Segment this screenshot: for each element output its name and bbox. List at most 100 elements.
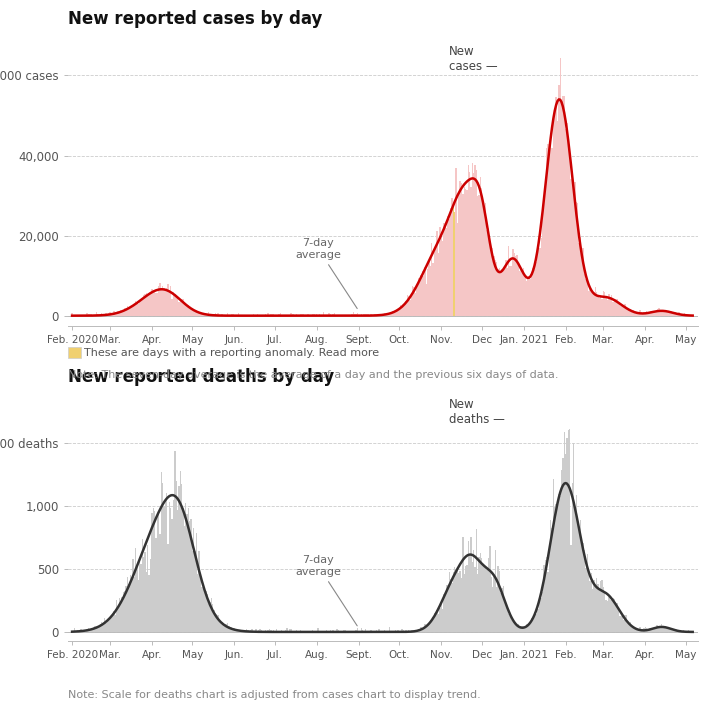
Bar — [453, 204, 454, 316]
Bar — [634, 311, 635, 316]
Bar — [614, 299, 615, 316]
Bar — [609, 600, 611, 632]
Bar — [87, 314, 89, 316]
Bar — [357, 627, 358, 632]
Bar — [72, 631, 73, 632]
Bar — [410, 631, 411, 632]
Bar — [186, 305, 188, 316]
Bar — [600, 295, 601, 316]
Bar — [334, 312, 335, 316]
Bar — [440, 233, 442, 316]
Bar — [604, 292, 606, 316]
Bar — [387, 314, 388, 316]
Bar — [483, 566, 484, 632]
Bar — [165, 500, 166, 632]
Text: New
deaths —: New deaths — — [450, 398, 505, 426]
Bar — [430, 620, 431, 632]
Bar — [523, 268, 524, 316]
Bar — [446, 585, 448, 632]
Bar — [319, 314, 320, 316]
Bar — [547, 572, 548, 632]
Bar — [189, 307, 190, 316]
Bar — [646, 311, 647, 316]
Bar — [84, 629, 85, 632]
Bar — [465, 566, 466, 632]
Bar — [630, 309, 632, 316]
Bar — [504, 603, 505, 632]
Bar — [618, 608, 619, 632]
Bar — [416, 630, 417, 632]
Bar — [319, 631, 320, 632]
Bar — [542, 219, 543, 316]
Bar — [596, 292, 597, 316]
Bar — [181, 484, 183, 632]
Text: New reported cases by day: New reported cases by day — [68, 11, 322, 28]
Bar — [178, 302, 180, 316]
Bar — [475, 529, 477, 632]
Bar — [233, 628, 235, 632]
Bar — [522, 273, 523, 316]
Bar — [584, 274, 585, 316]
Bar — [404, 631, 405, 632]
Bar — [515, 623, 516, 632]
Bar — [299, 631, 300, 632]
Bar — [607, 600, 608, 632]
Bar — [115, 314, 116, 316]
Bar — [190, 519, 192, 632]
Bar — [186, 514, 188, 632]
Bar — [641, 312, 642, 316]
Bar — [543, 201, 545, 316]
Bar — [472, 163, 473, 316]
Bar — [400, 631, 401, 632]
Bar — [218, 615, 219, 632]
Bar — [227, 313, 228, 316]
Bar — [107, 622, 108, 632]
Bar — [246, 314, 247, 316]
Bar — [484, 566, 485, 632]
Bar — [609, 298, 611, 316]
Bar — [119, 312, 120, 316]
Bar — [359, 631, 361, 632]
Bar — [104, 618, 105, 632]
Bar — [423, 276, 425, 316]
Bar — [411, 292, 412, 316]
Bar — [125, 586, 127, 632]
Bar — [296, 630, 297, 632]
Bar — [524, 275, 526, 316]
Bar — [300, 314, 301, 316]
Bar — [355, 314, 357, 316]
Bar — [557, 508, 558, 632]
Bar — [262, 631, 263, 632]
Bar — [238, 630, 239, 632]
Bar — [518, 263, 519, 316]
Bar — [530, 279, 531, 316]
Bar — [354, 314, 355, 316]
Bar — [197, 312, 198, 316]
Bar — [309, 314, 311, 316]
Bar — [470, 187, 472, 316]
Bar — [174, 451, 175, 632]
Bar — [349, 631, 350, 632]
Bar — [136, 302, 137, 316]
Bar — [526, 624, 527, 632]
Bar — [534, 612, 535, 632]
Bar — [353, 312, 354, 316]
Bar — [158, 286, 159, 316]
Bar — [130, 576, 131, 632]
Bar — [624, 304, 626, 316]
Bar — [137, 304, 139, 316]
Bar — [79, 629, 81, 632]
Bar — [250, 631, 251, 632]
Bar — [211, 598, 212, 632]
Bar — [142, 300, 143, 316]
Bar — [680, 314, 681, 316]
Bar — [323, 312, 324, 316]
Bar — [408, 296, 410, 316]
Bar — [185, 503, 186, 632]
Bar — [190, 309, 192, 316]
Bar — [527, 278, 528, 316]
Bar — [127, 577, 128, 632]
Bar — [230, 315, 231, 316]
Bar — [185, 302, 186, 316]
Bar — [98, 626, 100, 632]
